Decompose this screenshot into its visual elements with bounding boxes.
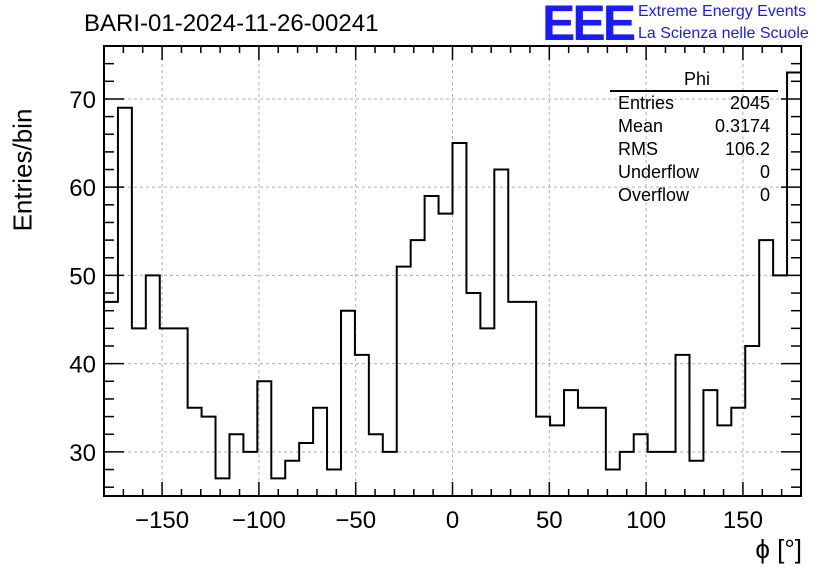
y-tick-label: 60: [69, 175, 96, 202]
eee-logo: EEE: [542, 0, 636, 51]
y-axis-label: Entries/bin: [7, 108, 38, 232]
stats-box: Phi Entries 2045 Mean 0.3174 RMS 106.2 U…: [610, 68, 778, 207]
x-tick-label: 50: [536, 507, 563, 534]
stats-row-rms: RMS 106.2: [610, 138, 778, 161]
y-tick-label: 70: [69, 87, 96, 114]
stats-row-underflow: Underflow 0: [610, 161, 778, 184]
stats-value: 106.2: [724, 139, 770, 159]
stats-label: Underflow: [618, 162, 700, 182]
logo-line-1: Extreme Energy Events: [638, 3, 807, 20]
x-tick-label: −150: [135, 507, 189, 534]
histogram-outline: [103, 71, 802, 496]
y-axis-label-text: Entries/bin: [7, 108, 38, 232]
stats-value: 0: [759, 185, 770, 205]
x-tick-labels: −150 −100 −50 0 50 100 150: [135, 507, 763, 534]
y-tick-label: 30: [69, 440, 96, 467]
stats-label: Mean: [618, 116, 664, 136]
x-axis-label: ϕ [°]: [755, 534, 802, 564]
stats-row-entries: Entries 2045: [610, 92, 778, 115]
y-tick-label: 40: [69, 352, 96, 379]
x-tick-label: 0: [446, 507, 459, 534]
x-tick-label: −50: [335, 507, 376, 534]
stats-label: Overflow: [618, 185, 690, 205]
major-ticks: [104, 46, 801, 496]
x-tick-label: −100: [232, 507, 286, 534]
stats-value: 0.3174: [714, 116, 770, 136]
y-tick-labels: 30 40 50 60 70: [69, 87, 96, 467]
stats-row-mean: Mean 0.3174: [610, 115, 778, 138]
stats-row-overflow: Overflow 0: [610, 184, 778, 207]
stats-name: Phi: [610, 68, 778, 92]
grid-lines: [104, 46, 801, 496]
stats-label: Entries: [618, 93, 675, 113]
logo-line-2: La Scienza nelle Scuole: [638, 25, 809, 42]
stats-label: RMS: [618, 139, 658, 159]
x-tick-label: 100: [626, 507, 666, 534]
chart-title: BARI-01-2024-11-26-00241: [84, 10, 379, 37]
x-tick-label: 150: [723, 507, 763, 534]
stats-value: 2045: [729, 93, 770, 113]
plot-frame: [103, 45, 802, 497]
stats-value: 0: [759, 162, 770, 182]
y-tick-label: 50: [69, 263, 96, 290]
